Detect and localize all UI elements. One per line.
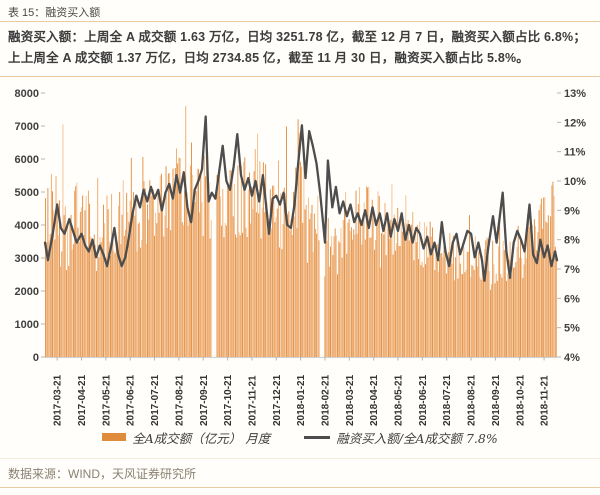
right-axis-tick: 6%	[564, 293, 580, 305]
source-text: 数据来源：WIND，天风证券研究所	[8, 467, 196, 481]
x-axis-tick: 2017-06-21	[126, 374, 137, 426]
right-axis-tick: 5%	[564, 323, 580, 335]
x-axis-tick: 2017-04-21	[77, 374, 88, 426]
x-axis-tick: 2018-07-21	[442, 374, 453, 426]
legend-item-line: 融资买入额/全A成交额 7.8%	[304, 428, 498, 447]
right-axis-tick: 8%	[564, 235, 580, 247]
x-axis-tick: 2018-09-21	[491, 374, 502, 426]
left-axis-tick: 4000	[15, 220, 39, 232]
table-caption: 表 15：融资买入额	[0, 0, 600, 22]
chart-svg: 0 1000 2000 3000 4000 5000 6000 7000 8000 4% 5% 6% 7…	[15, 88, 587, 426]
x-axis-tick: 2018-11-21	[540, 375, 551, 426]
x-axis-tick: 2017-10-21	[223, 374, 234, 426]
left-axis-tick: 0	[33, 352, 39, 364]
x-axis-tick: 2017-07-21	[150, 374, 161, 426]
x-axis-tick: 2018-05-21	[394, 374, 405, 426]
bottom-divider	[0, 487, 600, 495]
x-axis-tick: 2017-05-21	[101, 374, 112, 426]
x-axis-tick: 2018-03-21	[345, 374, 356, 426]
chart-legend: 全A成交额（亿元） 月度 融资买入额/全A成交额 7.8%	[0, 428, 600, 447]
left-axis-tick: 6000	[15, 154, 39, 166]
right-axis-tick: 7%	[564, 264, 580, 276]
left-axis-tick: 1000	[15, 319, 39, 331]
x-axis-tick: 2018-02-21	[320, 374, 331, 426]
left-axis-tick: 7000	[15, 121, 39, 133]
left-axis-tick: 3000	[15, 253, 39, 265]
right-axis-tick: 10%	[564, 176, 586, 188]
x-axis-tick: 2017-08-21	[174, 374, 185, 426]
x-axis-tick: 2017-11-21	[247, 375, 258, 426]
left-axis-tick: 8000	[15, 88, 39, 100]
x-axis-tick: 2018-06-21	[418, 374, 429, 426]
x-axis-tick: 2017-09-21	[199, 374, 210, 426]
right-axis-tick: 12%	[564, 117, 586, 129]
right-axis-tick: 11%	[564, 147, 586, 159]
right-axis-tick: 9%	[564, 205, 580, 217]
left-axis-tick: 2000	[15, 286, 39, 298]
bars-series	[45, 106, 557, 358]
summary-text: 融资买入额：上周全 A 成交额 1.63 万亿，日均 3251.78 亿，截至 …	[8, 30, 587, 65]
x-axis-tick: 2018-08-21	[467, 374, 478, 426]
legend-line-swatch	[304, 435, 331, 439]
right-axis-tick: 13%	[564, 88, 586, 100]
x-axis-tick: 2017-12-21	[272, 374, 283, 426]
x-axis-tick: 2018-10-21	[515, 374, 526, 426]
legend-item-bars: 全A成交额（亿元） 月度	[102, 428, 270, 447]
table-caption-text: 表 15：融资买入额	[8, 7, 101, 19]
right-axis-tick: 4%	[564, 352, 580, 364]
axes: 0 1000 2000 3000 4000 5000 6000 7000 8000 4% 5% 6% 7…	[15, 88, 587, 426]
left-axis-tick: 5000	[15, 187, 39, 199]
chart: 0 1000 2000 3000 4000 5000 6000 7000 8000 4% 5% 6% 7…	[0, 77, 600, 447]
summary-paragraph: 融资买入额：上周全 A 成交额 1.63 万亿，日均 3251.78 亿，截至 …	[0, 22, 600, 77]
x-axis-tick: 2018-01-21	[296, 374, 307, 426]
x-axis-tick: 2017-03-21	[53, 374, 64, 426]
legend-bar-swatch	[102, 433, 127, 441]
legend-line-label: 融资买入额/全A成交额 7.8%	[336, 430, 498, 446]
ratio-line-series	[43, 115, 559, 282]
x-axis-tick: 2018-04-21	[369, 374, 380, 426]
source-note: 数据来源：WIND，天风证券研究所	[0, 458, 600, 487]
legend-bar-label: 全A成交额（亿元） 月度	[132, 430, 271, 446]
